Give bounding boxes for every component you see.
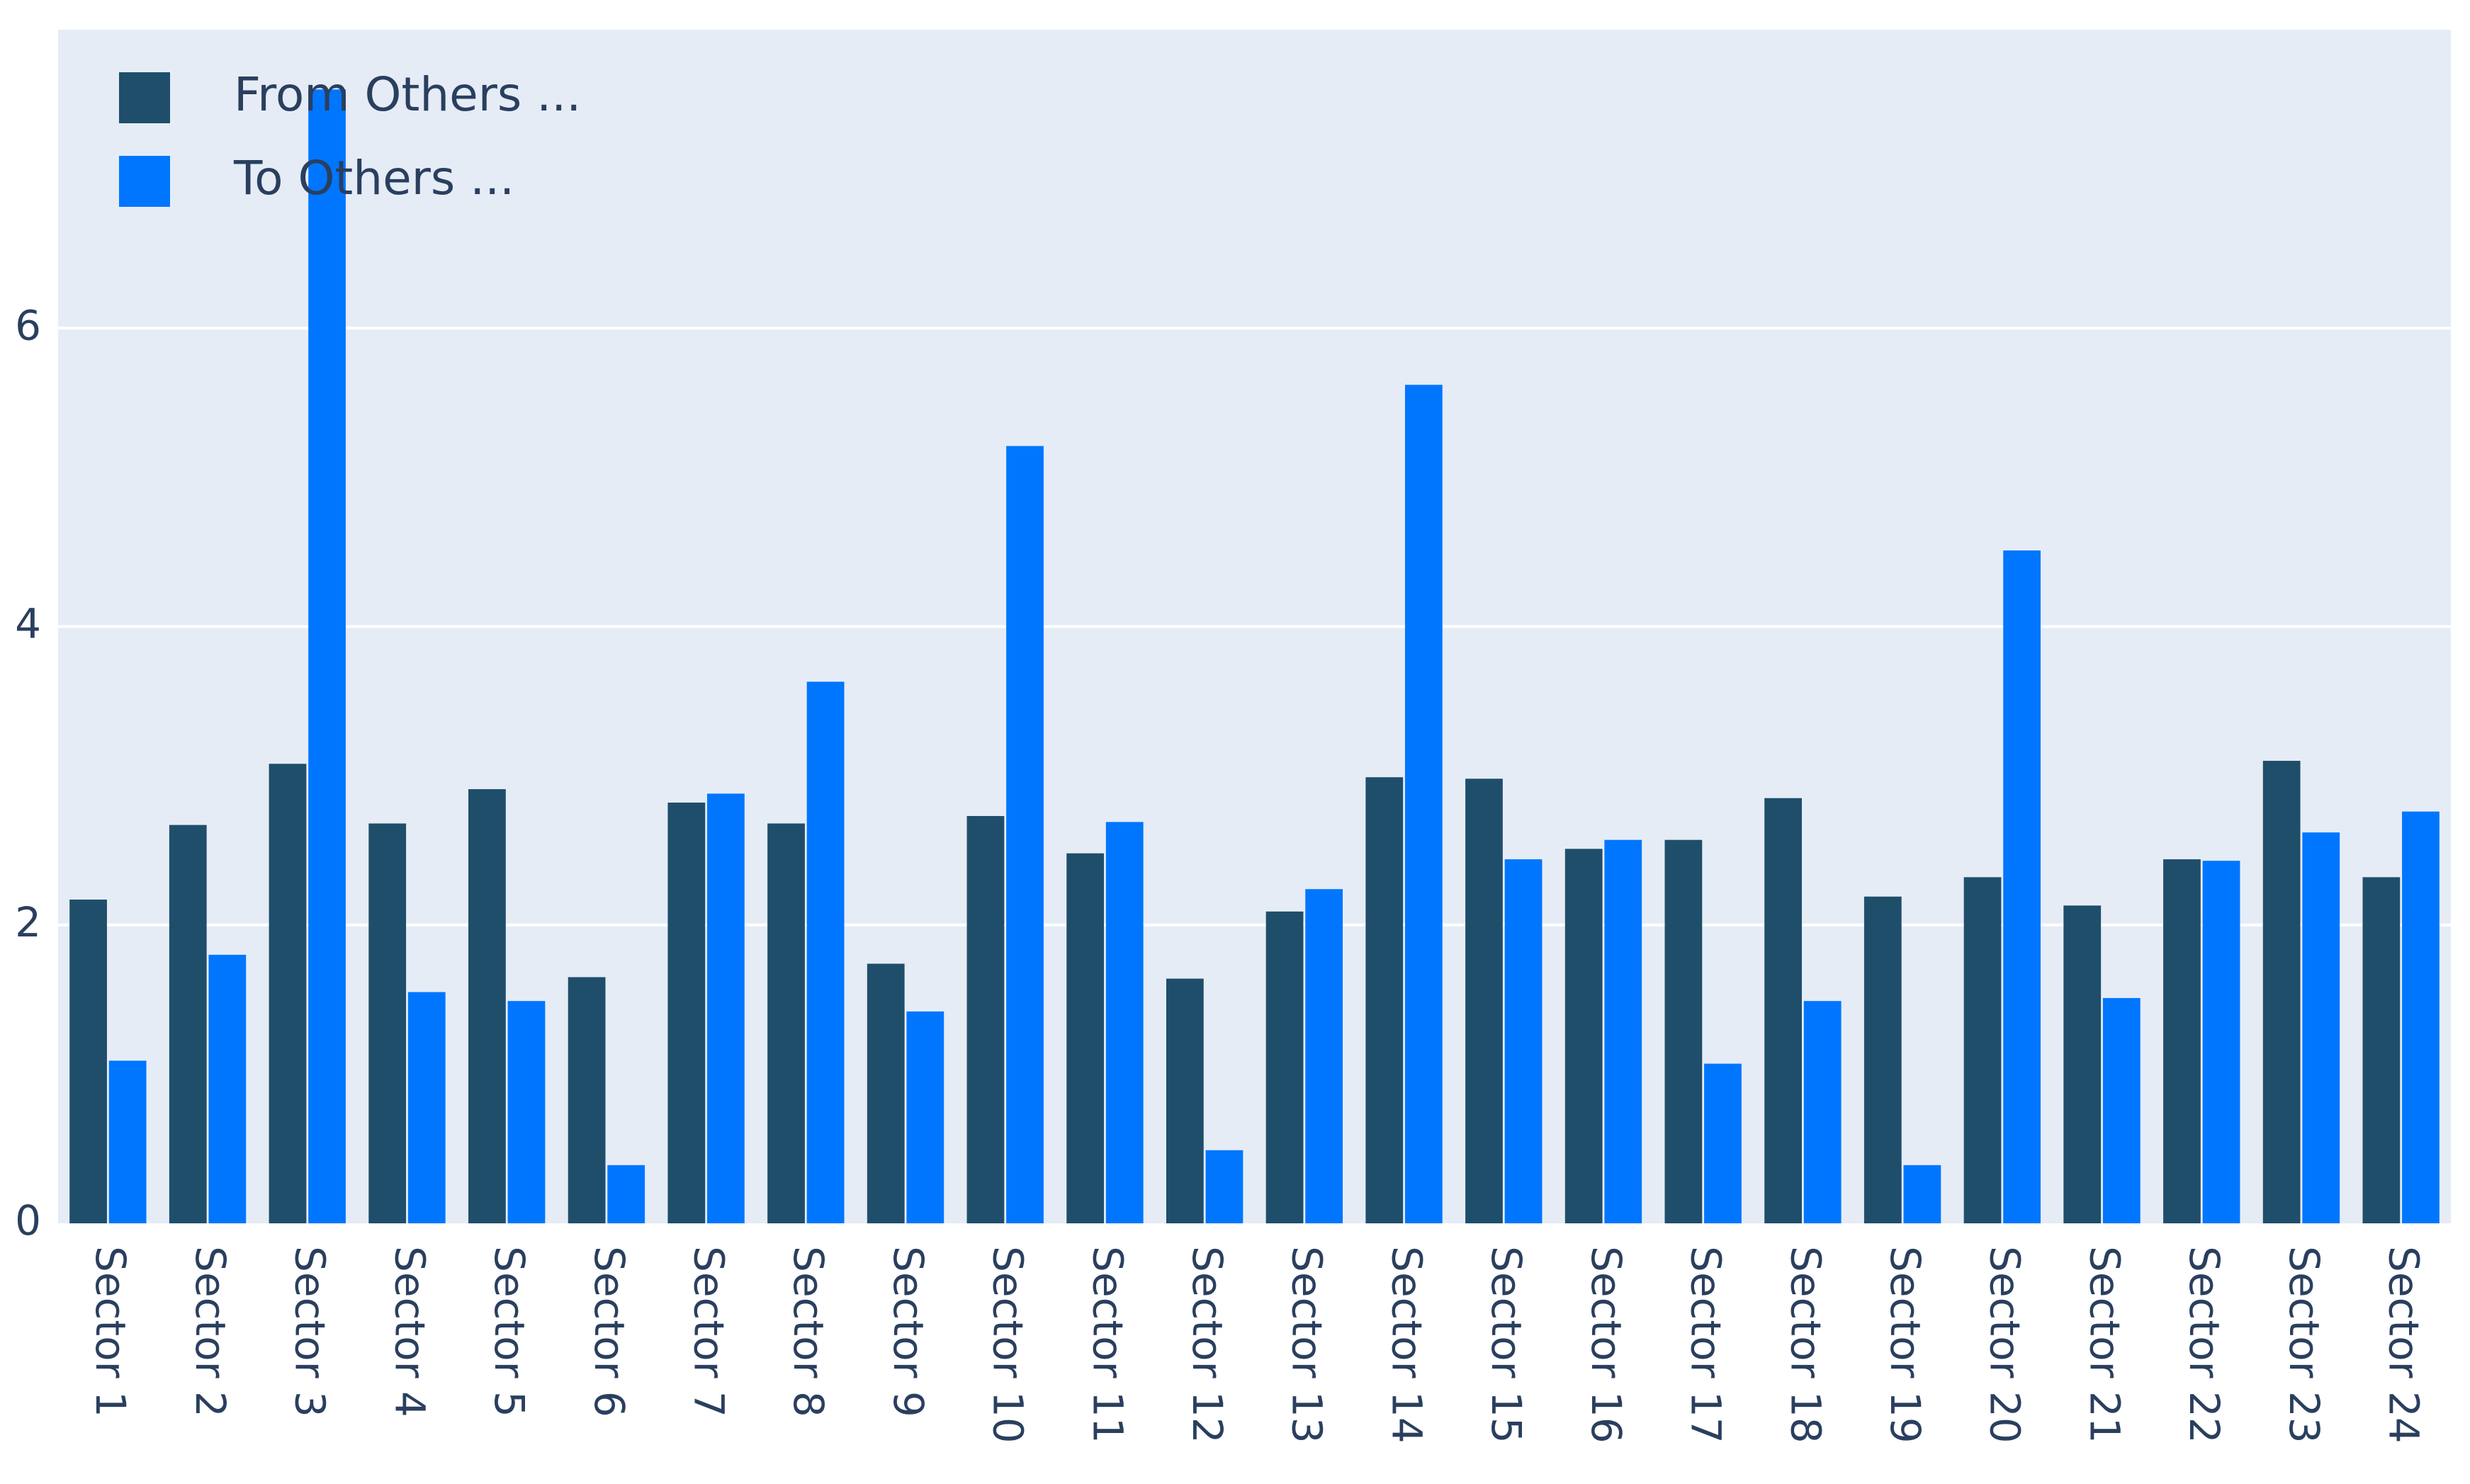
bar-to-others-10[interactable] <box>1006 446 1044 1223</box>
bar-to-others-24[interactable] <box>2402 811 2440 1223</box>
x-tick-label: Sector 24 <box>2380 1246 2428 1444</box>
bar-from-others-24[interactable] <box>2362 877 2401 1223</box>
x-tick-label: Sector 4 <box>385 1246 434 1417</box>
x-tick-label: Sector 8 <box>784 1246 833 1417</box>
bar-from-others-23[interactable] <box>2262 761 2301 1223</box>
bar-from-others-22[interactable] <box>2163 859 2201 1223</box>
bar-from-others-20[interactable] <box>1963 877 2002 1223</box>
bar-to-others-15[interactable] <box>1504 859 1543 1223</box>
bar-to-others-14[interactable] <box>1404 385 1443 1223</box>
y-tick-label: 2 <box>15 898 41 946</box>
bar-from-others-6[interactable] <box>568 977 606 1223</box>
bar-from-others-9[interactable] <box>867 963 905 1223</box>
bar-from-others-17[interactable] <box>1664 839 1703 1223</box>
y-tick-label: 0 <box>15 1196 41 1245</box>
bar-from-others-10[interactable] <box>966 815 1005 1223</box>
bar-to-others-11[interactable] <box>1105 822 1144 1223</box>
legend-label: From Others ... <box>234 67 581 122</box>
bar-to-others-18[interactable] <box>1803 1001 1842 1223</box>
y-tick-label: 4 <box>15 600 41 648</box>
bar-to-others-8[interactable] <box>806 681 845 1223</box>
bar-from-others-1[interactable] <box>69 899 107 1223</box>
x-tick-label: Sector 14 <box>1382 1246 1431 1444</box>
bar-to-others-19[interactable] <box>1903 1165 1941 1223</box>
bar-to-others-17[interactable] <box>1704 1063 1742 1223</box>
x-tick-label: Sector 5 <box>485 1246 534 1417</box>
bar-from-others-15[interactable] <box>1465 778 1503 1223</box>
x-tick-label: Sector 22 <box>2180 1246 2228 1444</box>
bar-from-others-13[interactable] <box>1265 911 1304 1223</box>
bar-from-others-18[interactable] <box>1764 798 1802 1223</box>
x-tick-label: Sector 9 <box>884 1246 932 1417</box>
bars <box>69 89 2440 1223</box>
legend-swatch <box>119 156 170 207</box>
bar-to-others-9[interactable] <box>906 1011 944 1223</box>
bar-to-others-21[interactable] <box>2102 997 2141 1223</box>
bar-to-others-3[interactable] <box>308 89 346 1223</box>
x-tick-label: Sector 11 <box>1083 1246 1132 1444</box>
bar-to-others-22[interactable] <box>2202 861 2240 1223</box>
bar-from-others-19[interactable] <box>1863 896 1902 1223</box>
bar-from-others-5[interactable] <box>468 789 506 1223</box>
bar-from-others-4[interactable] <box>368 823 407 1223</box>
bar-from-others-2[interactable] <box>169 825 207 1223</box>
bar-from-others-14[interactable] <box>1365 777 1404 1223</box>
bar-to-others-4[interactable] <box>407 992 446 1223</box>
legend-item-to-others[interactable]: To Others ... <box>119 151 514 207</box>
x-tick-label: Sector 6 <box>585 1246 633 1417</box>
x-tick-label: Sector 13 <box>1283 1246 1331 1444</box>
bar-to-others-16[interactable] <box>1604 839 1642 1223</box>
x-tick-label: Sector 3 <box>286 1246 334 1417</box>
bar-from-others-16[interactable] <box>1564 849 1603 1223</box>
y-axis-ticks: 0 2 4 6 <box>15 301 41 1245</box>
x-tick-label: Sector 12 <box>1183 1246 1231 1444</box>
legend-label: To Others ... <box>233 151 514 205</box>
bar-from-others-12[interactable] <box>1166 978 1204 1223</box>
bar-to-others-5[interactable] <box>507 1001 546 1223</box>
x-tick-label: Sector 16 <box>1582 1246 1630 1444</box>
legend[interactable]: From Others ... To Others ... <box>119 67 581 207</box>
x-tick-label: Sector 2 <box>186 1246 235 1417</box>
bar-to-others-23[interactable] <box>2302 832 2340 1223</box>
bar-to-others-20[interactable] <box>2003 550 2041 1223</box>
bar-to-others-12[interactable] <box>1205 1150 1244 1223</box>
x-tick-label: Sector 7 <box>684 1246 733 1417</box>
x-tick-label: Sector 1 <box>86 1246 135 1417</box>
x-tick-label: Sector 15 <box>1482 1246 1530 1444</box>
y-tick-label: 6 <box>15 301 41 349</box>
bar-to-others-6[interactable] <box>607 1165 645 1223</box>
bar-from-others-8[interactable] <box>767 823 805 1223</box>
bar-from-others-7[interactable] <box>667 803 706 1223</box>
x-tick-label: Sector 17 <box>1682 1246 1730 1444</box>
gridlines <box>58 327 2451 927</box>
bar-from-others-21[interactable] <box>2063 905 2102 1223</box>
legend-swatch <box>119 72 170 123</box>
x-tick-label: Sector 18 <box>1781 1246 1829 1444</box>
x-tick-label: Sector 23 <box>2280 1246 2328 1444</box>
bar-to-others-1[interactable] <box>108 1060 147 1223</box>
x-tick-label: Sector 20 <box>1981 1246 2029 1444</box>
x-tick-label: Sector 19 <box>1881 1246 1929 1444</box>
bar-from-others-11[interactable] <box>1066 853 1105 1223</box>
x-axis-ticks: Sector 1 Sector 2 Sector 3 Sector 4 Sector 5… <box>86 1246 2427 1444</box>
bar-to-others-2[interactable] <box>208 954 247 1223</box>
x-tick-label: Sector 10 <box>984 1246 1032 1444</box>
bar-to-others-13[interactable] <box>1305 889 1343 1223</box>
legend-item-from-others[interactable]: From Others ... <box>119 67 581 123</box>
bar-from-others-3[interactable] <box>269 764 307 1223</box>
bar-to-others-7[interactable] <box>707 793 745 1223</box>
x-tick-label: Sector 21 <box>2080 1246 2128 1444</box>
